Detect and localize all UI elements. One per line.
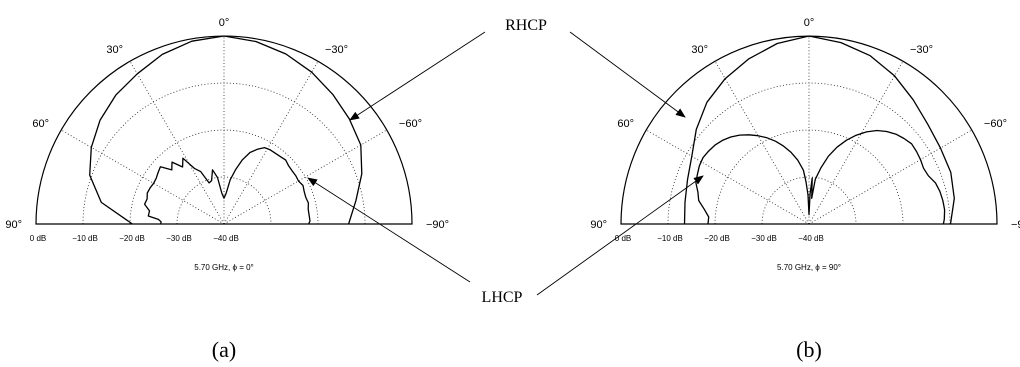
- radial-tick-label: −20 dB: [704, 234, 730, 243]
- panel-label: (b): [796, 337, 822, 362]
- grid-spoke: [808, 60, 904, 225]
- lhcp-callout-label: LHCP: [482, 289, 523, 306]
- grid-spoke: [714, 60, 810, 225]
- chart-caption: 5.70 GHz, ϕ = 0°: [194, 263, 253, 272]
- panel-label: (a): [212, 337, 236, 362]
- grid-spoke: [223, 60, 319, 225]
- grid-spoke: [129, 60, 225, 225]
- angle-tick-label: 60°: [617, 118, 634, 130]
- angle-tick-label: −30°: [325, 44, 348, 56]
- chart-caption: 5.70 GHz, ϕ = 90°: [777, 263, 841, 272]
- rhcp-callout-label: RHCP: [505, 17, 547, 34]
- radial-tick-label: 0 dB: [30, 234, 46, 243]
- lhcp-arrow-a: [307, 177, 471, 283]
- grid-spoke: [60, 129, 225, 225]
- angle-tick-label: −60°: [984, 118, 1007, 130]
- series-rhcp-curve: [683, 35, 955, 225]
- radial-tick-label: −40 dB: [213, 234, 239, 243]
- grid-spoke: [645, 129, 810, 225]
- radial-tick-label: −10 dB: [72, 234, 98, 243]
- plot-frame: [620, 35, 998, 225]
- radial-tick-label: 0 dB: [615, 234, 631, 243]
- angle-tick-label: −90°: [426, 219, 449, 231]
- radial-tick-label: −30 dB: [751, 234, 777, 243]
- series-lhcp-curve: [143, 146, 311, 225]
- rhcp-arrow-a: [349, 31, 486, 121]
- polar-plot-a: 0° 30° −30° 60° −60° 90° −90° 0 dB −10 dB −20 dB −…: [5, 17, 449, 362]
- series-lhcp-curve: [695, 129, 946, 225]
- angle-tick-label: 60°: [32, 118, 49, 130]
- angle-tick-label: 30°: [106, 44, 123, 56]
- rhcp-arrow-b: [569, 31, 686, 118]
- polar-plot-b: 0° 30° −30° 60° −60° 90° −90° 0 dB −10 dB −20 dB −…: [590, 17, 1020, 362]
- angle-tick-label: 90°: [590, 219, 607, 231]
- series-rhcp-curve: [89, 35, 363, 225]
- angle-tick-label: 0°: [219, 17, 230, 29]
- angle-tick-label: −60°: [399, 118, 422, 130]
- radial-tick-label: −20 dB: [119, 234, 145, 243]
- radial-tick-label: −30 dB: [166, 234, 192, 243]
- grid-spoke: [223, 129, 388, 225]
- callouts: RHCP LHCP: [307, 17, 704, 306]
- angle-tick-label: −30°: [910, 44, 933, 56]
- lhcp-arrow-b: [536, 175, 704, 296]
- radial-tick-label: −40 dB: [798, 234, 824, 243]
- angle-tick-label: −90°: [1011, 219, 1020, 231]
- angle-tick-label: 0°: [804, 17, 815, 29]
- plot-frame: [35, 35, 413, 225]
- angle-tick-label: 30°: [691, 44, 708, 56]
- radial-tick-label: −10 dB: [657, 234, 683, 243]
- grid-spoke: [808, 129, 973, 225]
- angle-tick-label: 90°: [5, 219, 22, 231]
- grid-ring-2: [129, 129, 319, 225]
- grid-ring-2: [714, 129, 904, 225]
- grid-ring-3: [176, 176, 272, 225]
- grid-ring-3: [761, 176, 857, 225]
